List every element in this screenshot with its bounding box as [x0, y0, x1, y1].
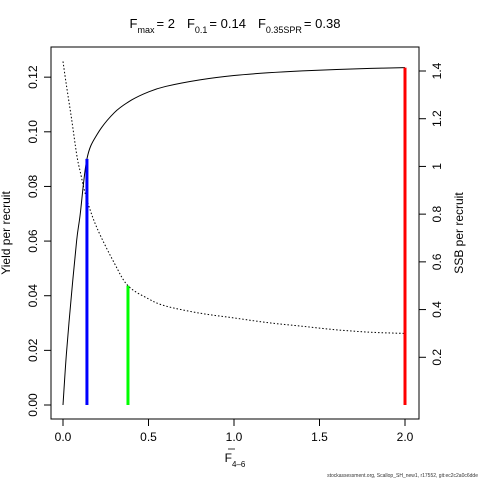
- title-f01-symbol: F: [187, 16, 195, 31]
- footer-note: stockassessment.org, Scallop_SH_new1, r1…: [327, 473, 478, 479]
- y-right-tick-label-2: 0.6: [430, 253, 444, 270]
- chart-title: Fmax = 2 F0.1 = 0.14 F0.35SPR = 0.38: [130, 16, 341, 35]
- y-left-tick-label-5: 0.10: [26, 120, 40, 144]
- y-right-tick-label-5: 1.2: [430, 110, 444, 127]
- y-right-tick-label-0: 0.2: [430, 349, 444, 366]
- yield-per-recruit-curve: [62, 67, 406, 406]
- y-left-tick-label-6: 0.12: [26, 65, 40, 89]
- curves-layer: [62, 61, 406, 406]
- plot-box: [50, 46, 420, 420]
- title-fmax-symbol: F: [130, 16, 138, 31]
- x-tick-label-3: 1.5: [311, 430, 328, 444]
- x-axis-title: F4–6: [225, 451, 246, 469]
- title-f01-value: = 0.14: [209, 16, 246, 31]
- y-left-tick-label-0: 0.00: [26, 393, 40, 417]
- y-axis-right: 0.2 0.4 0.6 0.8 1 1.2 1.4: [418, 62, 444, 366]
- title-f01-sub: 0.1: [195, 25, 208, 35]
- y-right-tick-label-1: 0.4: [430, 301, 444, 318]
- title-fmax-sub: max: [138, 25, 156, 35]
- x-tick-label-0: 0.0: [55, 430, 72, 444]
- ssb-per-recruit-curve: [62, 61, 406, 334]
- x-tick-label-2: 1.0: [226, 430, 243, 444]
- x-axis: 0.0 0.5 1.0 1.5 2.0: [55, 418, 414, 444]
- title-fmax-value: = 2: [157, 16, 175, 31]
- y-right-tick-label-3: 0.8: [430, 205, 444, 222]
- y-left-tick-label-4: 0.08: [26, 174, 40, 198]
- x-tick-label-1: 0.5: [140, 430, 157, 444]
- y-axis-left-title: Yield per recruit: [0, 191, 13, 275]
- x-axis-title-sub: 4–6: [232, 460, 246, 469]
- title-f035-sub: 0.35SPR: [266, 25, 303, 35]
- x-tick-label-4: 2.0: [397, 430, 414, 444]
- y-right-tick-label-6: 1.4: [430, 62, 444, 79]
- y-right-tick-label-4: 1: [430, 163, 444, 170]
- y-left-tick-label-1: 0.02: [26, 338, 40, 362]
- y-axis-left: 0.00 0.02 0.04 0.06 0.08 0.10 0.12: [26, 65, 52, 417]
- y-axis-right-title: SSB per recruit: [452, 192, 466, 274]
- reference-lines-layer: [85, 67, 407, 405]
- title-f035-symbol: F: [258, 16, 266, 31]
- title-f035-value: = 0.38: [304, 16, 341, 31]
- y-left-tick-label-2: 0.04: [26, 284, 40, 308]
- y-left-tick-label-3: 0.06: [26, 229, 40, 253]
- x-axis-title-main: F: [225, 451, 232, 465]
